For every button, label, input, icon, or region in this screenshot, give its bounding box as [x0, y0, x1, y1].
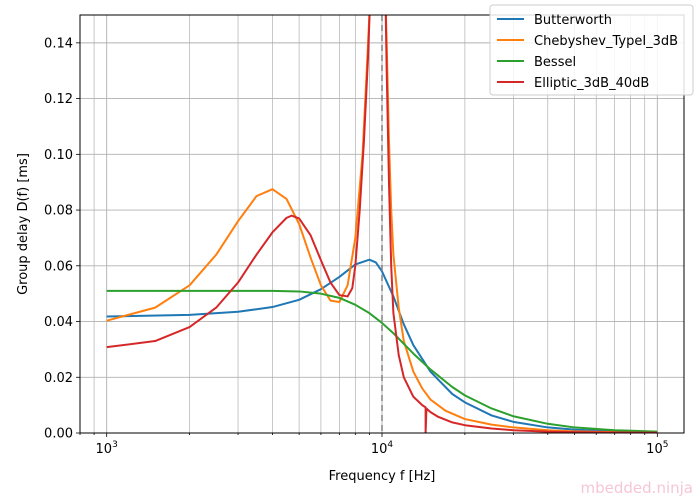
legend-label-butterworth: Butterworth — [534, 13, 612, 28]
legend-box — [489, 4, 694, 96]
legend: Butterworth Chebyshev_TypeI_3dB Bessel E… — [489, 4, 694, 96]
x-axis-label: Frequency f [Hz] — [329, 469, 436, 484]
x-tick-label: 105 — [646, 440, 668, 457]
y-tick-label: 0.08 — [44, 204, 73, 219]
y-tick-label: 0.10 — [44, 148, 73, 163]
series-line-chebyshev-typei-3db — [106, 15, 658, 433]
legend-label-chebyshev: Chebyshev_TypeI_3dB — [534, 34, 678, 49]
y-tick-label: 0.04 — [44, 315, 73, 330]
y-tick-label: 0.12 — [44, 92, 73, 107]
x-tick-label: 104 — [371, 440, 394, 457]
series-line-elliptic-3db-40db — [106, 15, 658, 433]
x-tick-label: 103 — [96, 440, 118, 457]
watermark-text: mbedded.ninja — [581, 479, 693, 497]
legend-label-bessel: Bessel — [534, 55, 576, 70]
x-axis-ticks: 103 104 105 — [79, 433, 668, 457]
series-line-bessel — [106, 289, 658, 433]
y-axis-label: Group delay D(f) [ms] — [16, 153, 31, 295]
series-group — [106, 15, 658, 433]
y-axis-ticks: 0.00 0.02 0.04 0.06 0.08 0.10 0.12 0.14 — [44, 36, 80, 442]
legend-label-elliptic: Elliptic_3dB_40dB — [534, 76, 649, 91]
y-tick-label: 0.00 — [44, 427, 73, 442]
y-tick-label: 0.06 — [44, 259, 73, 274]
y-tick-label: 0.02 — [44, 371, 73, 386]
y-tick-label: 0.14 — [44, 36, 73, 51]
